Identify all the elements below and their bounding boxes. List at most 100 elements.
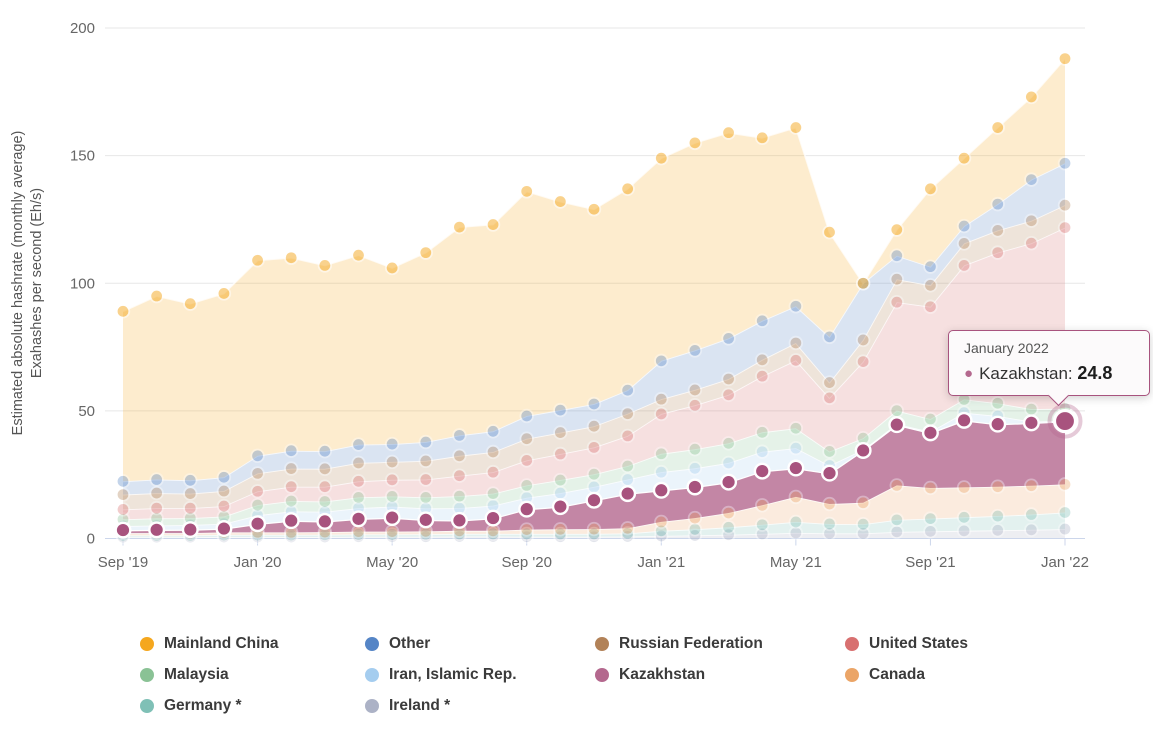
point-united-states-16[interactable] xyxy=(654,406,669,422)
point-mainland-china-2[interactable] xyxy=(183,296,198,311)
point-russian-federation-19[interactable] xyxy=(755,352,770,368)
point-united-states-0[interactable] xyxy=(115,502,131,517)
series-area-kazakhstan[interactable] xyxy=(123,420,1065,534)
point-kazakhstan-0[interactable] xyxy=(114,521,132,539)
point-ireland-10[interactable] xyxy=(452,529,467,544)
point-russian-federation-16[interactable] xyxy=(654,391,669,407)
point-other-11[interactable] xyxy=(485,424,501,439)
point-mainland-china-22[interactable] xyxy=(855,276,871,291)
point-mainland-china-28[interactable] xyxy=(1057,51,1073,66)
point-russian-federation-26[interactable] xyxy=(990,223,1005,238)
point-canada-16[interactable] xyxy=(654,514,669,530)
point-united-states-3[interactable] xyxy=(216,498,232,514)
legend-item-germany[interactable]: Germany * xyxy=(140,697,365,715)
point-mainland-china-16[interactable] xyxy=(654,150,669,166)
point-other-7[interactable] xyxy=(351,437,366,452)
point-russian-federation-17[interactable] xyxy=(687,382,703,398)
point-united-states-10[interactable] xyxy=(452,468,467,483)
point-ireland-16[interactable] xyxy=(654,528,669,544)
point-malaysia-7[interactable] xyxy=(351,490,366,505)
point-other-19[interactable] xyxy=(755,313,770,328)
point-kazakhstan-18[interactable] xyxy=(720,473,738,491)
point-kazakhstan-8[interactable] xyxy=(383,509,401,527)
point-germany-20[interactable] xyxy=(788,514,804,530)
point-malaysia-8[interactable] xyxy=(384,489,400,504)
point-russian-federation-20[interactable] xyxy=(788,335,804,351)
point-malaysia-24[interactable] xyxy=(923,411,938,427)
point-other-9[interactable] xyxy=(418,434,433,450)
point-kazakhstan-17[interactable] xyxy=(686,478,704,496)
point-malaysia-27[interactable] xyxy=(1024,401,1039,417)
point-mainland-china-24[interactable] xyxy=(923,181,938,197)
point-other-26[interactable] xyxy=(990,196,1005,212)
point-russian-federation-2[interactable] xyxy=(183,486,198,501)
point-mainland-china-27[interactable] xyxy=(1024,89,1039,105)
point-united-states-22[interactable] xyxy=(855,354,871,369)
point-germany-25[interactable] xyxy=(956,510,972,525)
point-iran-islamic-rep-18[interactable] xyxy=(721,455,736,471)
point-kazakhstan-1[interactable] xyxy=(148,521,166,539)
point-united-states-24[interactable] xyxy=(923,299,938,314)
point-canada-28[interactable] xyxy=(1057,477,1073,492)
point-canada-17[interactable] xyxy=(687,510,703,526)
point-russian-federation-0[interactable] xyxy=(115,487,131,502)
point-mainland-china-23[interactable] xyxy=(889,222,904,237)
point-mainland-china-8[interactable] xyxy=(384,260,400,276)
point-kazakhstan-7[interactable] xyxy=(350,510,368,528)
legend-item-kazakhstan[interactable]: Kazakhstan xyxy=(595,666,845,684)
point-mainland-china-14[interactable] xyxy=(586,202,602,217)
point-kazakhstan-22[interactable] xyxy=(854,441,872,459)
point-kazakhstan-4[interactable] xyxy=(249,515,267,533)
legend-item-iran-islamic-rep[interactable]: Iran, Islamic Rep. xyxy=(365,666,595,684)
point-russian-federation-8[interactable] xyxy=(384,454,400,470)
point-other-1[interactable] xyxy=(149,472,164,487)
point-kazakhstan-19[interactable] xyxy=(753,462,771,480)
point-mainland-china-11[interactable] xyxy=(485,217,501,232)
point-united-states-6[interactable] xyxy=(317,479,333,494)
point-mainland-china-0[interactable] xyxy=(115,304,131,319)
point-kazakhstan-26[interactable] xyxy=(989,415,1007,433)
point-iran-islamic-rep-16[interactable] xyxy=(654,464,669,480)
point-united-states-18[interactable] xyxy=(721,387,736,402)
point-malaysia-12[interactable] xyxy=(519,478,534,493)
point-kazakhstan-9[interactable] xyxy=(417,511,435,529)
series-area-canada[interactable] xyxy=(123,484,1065,536)
point-other-18[interactable] xyxy=(721,331,736,346)
point-ireland-8[interactable] xyxy=(384,529,400,544)
point-ireland-5[interactable] xyxy=(284,529,299,545)
point-ireland-22[interactable] xyxy=(855,526,871,541)
legend-item-russian-federation[interactable]: Russian Federation xyxy=(595,635,845,653)
point-united-states-8[interactable] xyxy=(384,472,400,487)
point-mainland-china-7[interactable] xyxy=(351,247,366,263)
point-other-3[interactable] xyxy=(216,470,232,485)
point-united-states-19[interactable] xyxy=(755,368,770,384)
legend-item-ireland[interactable]: Ireland * xyxy=(365,697,595,715)
point-kazakhstan-15[interactable] xyxy=(619,485,637,503)
point-mainland-china-15[interactable] xyxy=(620,181,635,197)
point-canada-22[interactable] xyxy=(855,495,871,510)
point-canada-23[interactable] xyxy=(889,478,904,493)
point-other-24[interactable] xyxy=(923,259,938,274)
point-ireland-21[interactable] xyxy=(822,526,837,541)
point-russian-federation-4[interactable] xyxy=(250,466,265,481)
point-germany-11[interactable] xyxy=(485,526,501,542)
point-other-0[interactable] xyxy=(115,474,131,489)
point-iran-islamic-rep-13[interactable] xyxy=(553,485,568,501)
point-malaysia-21[interactable] xyxy=(822,444,837,459)
point-ireland-6[interactable] xyxy=(317,529,333,545)
point-russian-federation-10[interactable] xyxy=(452,448,467,463)
legend-item-other[interactable]: Other xyxy=(365,635,595,653)
point-ireland-27[interactable] xyxy=(1024,522,1039,538)
point-kazakhstan-3[interactable] xyxy=(215,520,233,538)
point-ireland-12[interactable] xyxy=(519,529,534,544)
series-area-malaysia[interactable] xyxy=(123,399,1065,526)
point-other-8[interactable] xyxy=(384,436,400,452)
point-malaysia-9[interactable] xyxy=(418,490,433,505)
point-russian-federation-24[interactable] xyxy=(923,278,938,293)
point-other-25[interactable] xyxy=(956,218,972,234)
legend-item-malaysia[interactable]: Malaysia xyxy=(140,666,365,684)
point-iran-islamic-rep-19[interactable] xyxy=(755,444,770,459)
point-kazakhstan-13[interactable] xyxy=(551,498,569,516)
point-kazakhstan-24[interactable] xyxy=(921,424,939,442)
point-canada-26[interactable] xyxy=(990,479,1005,494)
